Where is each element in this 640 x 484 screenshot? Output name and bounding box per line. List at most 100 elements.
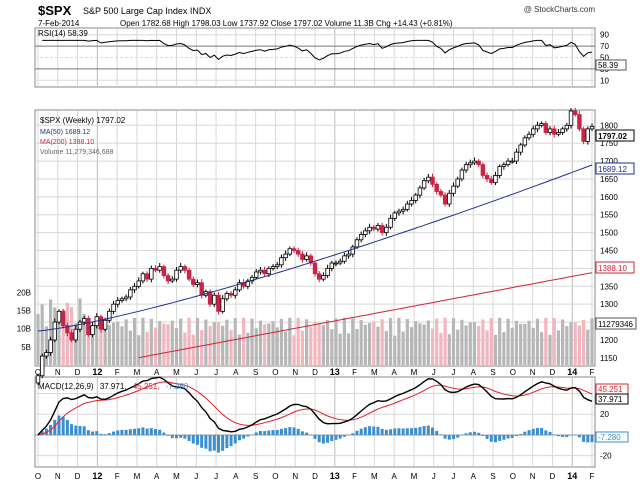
volume-bar	[254, 328, 258, 365]
macd-hist-bar	[187, 434, 191, 441]
volume-bar	[325, 320, 330, 365]
month-label-mid: S	[253, 368, 258, 377]
candle-body	[316, 273, 322, 280]
macd-hist-bar	[393, 428, 397, 435]
candle-body	[518, 144, 523, 153]
volume-bar	[514, 320, 519, 365]
macd-hist-bar	[439, 434, 443, 435]
candle-body	[476, 160, 481, 166]
volume-bar	[502, 332, 506, 365]
volume-bar	[208, 325, 212, 365]
volume-bar	[170, 320, 174, 365]
macd-hist-bar	[468, 432, 472, 435]
month-label-bottom: F	[590, 472, 595, 481]
candle-body	[539, 123, 544, 126]
volume-bar	[166, 324, 170, 365]
candle-body	[346, 253, 351, 257]
month-label-mid: N	[530, 368, 536, 377]
candle-body	[52, 321, 57, 341]
volume-bar	[216, 322, 221, 365]
volume-tick-label: 10B	[17, 325, 31, 334]
month-label-mid: M	[371, 368, 378, 377]
volume-bar	[435, 318, 439, 365]
volume-bar	[153, 327, 158, 365]
volume-legend: Volume 11,279,346,688	[40, 149, 114, 156]
month-label-mid: J	[452, 368, 456, 377]
candle-body	[115, 300, 120, 305]
month-label-mid: J	[432, 368, 436, 377]
candle-body	[426, 176, 431, 182]
volume-bar	[321, 325, 325, 365]
macd-hist-bar	[561, 434, 565, 437]
month-label-bottom: S	[253, 472, 258, 481]
macd-hist-bar	[414, 427, 418, 435]
macd-legend: MACD(12,26,9) 37.971, 45.251, -7.280	[38, 382, 189, 391]
candle-body	[421, 180, 427, 189]
candle-body	[388, 217, 393, 228]
candle-body	[279, 257, 284, 266]
month-label-mid: M	[411, 368, 418, 377]
volume-bar	[137, 335, 141, 365]
candle-body	[560, 128, 565, 133]
macd-hist-bar	[363, 427, 367, 435]
macd-hist-bar	[120, 429, 124, 435]
volume-bar	[418, 323, 422, 365]
volume-bar	[128, 330, 132, 365]
macd-hist-bar	[279, 428, 283, 435]
symbol: $SPX	[38, 3, 72, 18]
month-label-mid: 13	[330, 367, 340, 377]
macd-hist-bar	[36, 434, 40, 436]
candle-body	[237, 282, 242, 291]
rsi-tick-label: 70	[600, 42, 609, 51]
macd-hist-bar	[133, 428, 137, 435]
volume-bar	[573, 322, 577, 365]
volume-bar	[149, 318, 153, 365]
candle-body	[505, 160, 511, 166]
month-label-bottom: 14	[567, 471, 577, 481]
month-label-bottom: O	[35, 472, 41, 481]
candle-body	[65, 325, 70, 334]
macd-hist-bar	[460, 434, 464, 436]
candle-body	[102, 319, 108, 330]
volume-bar	[552, 318, 556, 365]
month-label-bottom: F	[115, 472, 120, 481]
macd-hist-bar	[401, 428, 405, 435]
candle-body	[161, 266, 167, 276]
volume-bar	[443, 317, 447, 365]
macd-hist-bar	[86, 430, 90, 435]
month-label-bottom: 12	[92, 471, 102, 481]
volume-bar	[99, 329, 103, 365]
macd-hist-bar	[124, 429, 128, 435]
candle-body	[182, 266, 188, 271]
volume-bar	[363, 324, 367, 365]
macd-hist-bar	[368, 426, 372, 435]
macd-hist-bar	[326, 434, 330, 443]
month-label-mid: J	[214, 368, 218, 377]
candle-body	[86, 318, 91, 335]
tick-labels: OONNDD1212FFMMAAMMJJJJAASSOONNDD1313FFMM…	[17, 31, 619, 481]
month-label-mid: O	[35, 368, 41, 377]
volume-bar	[367, 323, 372, 365]
candle-body	[522, 137, 528, 146]
price-tick-label: 1350	[600, 282, 618, 291]
candle-body	[501, 164, 507, 167]
candle-body	[275, 264, 280, 268]
candle-body	[438, 191, 444, 196]
month-label-mid: N	[55, 368, 61, 377]
macd-hist-bar	[242, 434, 246, 439]
volume-bar	[430, 328, 435, 365]
candle-body	[191, 278, 196, 285]
candle-body	[73, 328, 78, 341]
candle-body	[325, 268, 330, 276]
candle-body	[77, 321, 83, 330]
month-label-bottom: A	[471, 472, 477, 481]
price-tick-label: 1200	[600, 336, 618, 345]
macd-hist-bar	[103, 434, 107, 435]
volume-bar	[397, 317, 401, 365]
volume-bar	[422, 324, 426, 365]
macd-hist-bar	[506, 434, 510, 439]
macd-hist-bar	[355, 430, 359, 435]
macd-hist-bar	[334, 434, 338, 440]
candle-body	[400, 208, 406, 212]
